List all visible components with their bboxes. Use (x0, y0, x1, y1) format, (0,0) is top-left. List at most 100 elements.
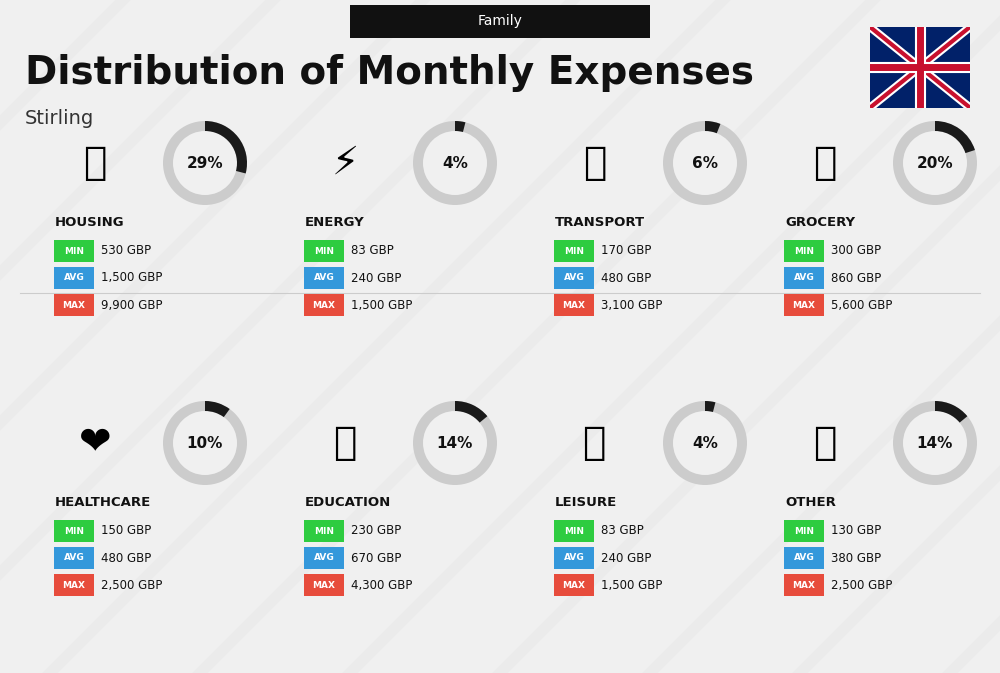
Text: 20%: 20% (917, 155, 953, 170)
FancyBboxPatch shape (54, 267, 94, 289)
Wedge shape (163, 121, 247, 205)
Text: 170 GBP: 170 GBP (601, 244, 651, 258)
FancyBboxPatch shape (784, 520, 824, 542)
Wedge shape (893, 401, 977, 485)
Circle shape (423, 411, 487, 475)
Wedge shape (205, 121, 247, 174)
Circle shape (903, 131, 967, 195)
Text: AVG: AVG (794, 553, 814, 563)
Text: 1,500 GBP: 1,500 GBP (101, 271, 162, 285)
FancyBboxPatch shape (554, 547, 594, 569)
FancyBboxPatch shape (784, 240, 824, 262)
Text: 🛒: 🛒 (813, 144, 837, 182)
Circle shape (903, 411, 967, 475)
Wedge shape (663, 401, 747, 485)
Text: TRANSPORT: TRANSPORT (555, 217, 645, 229)
Text: AVG: AVG (314, 273, 334, 283)
Text: EDUCATION: EDUCATION (305, 497, 391, 509)
Text: MIN: MIN (564, 526, 584, 536)
Text: 4,300 GBP: 4,300 GBP (351, 579, 412, 592)
Wedge shape (935, 121, 975, 153)
Text: 🎓: 🎓 (333, 424, 357, 462)
Text: 530 GBP: 530 GBP (101, 244, 151, 258)
Text: 380 GBP: 380 GBP (831, 551, 881, 565)
Text: Family: Family (478, 15, 522, 28)
Text: MAX: MAX (62, 301, 86, 310)
Text: 480 GBP: 480 GBP (601, 271, 651, 285)
FancyBboxPatch shape (304, 267, 344, 289)
Text: ⚡: ⚡ (331, 144, 359, 182)
FancyBboxPatch shape (784, 267, 824, 289)
Text: 14%: 14% (917, 435, 953, 450)
Text: 💰: 💰 (813, 424, 837, 462)
FancyBboxPatch shape (304, 294, 344, 316)
Text: 🏢: 🏢 (83, 144, 107, 182)
Text: MAX: MAX (562, 581, 586, 590)
Text: MIN: MIN (64, 246, 84, 256)
Text: 480 GBP: 480 GBP (101, 551, 151, 565)
Text: 83 GBP: 83 GBP (351, 244, 394, 258)
Text: AVG: AVG (64, 273, 84, 283)
Text: 300 GBP: 300 GBP (831, 244, 881, 258)
Text: MIN: MIN (564, 246, 584, 256)
Text: 83 GBP: 83 GBP (601, 524, 644, 538)
Text: 150 GBP: 150 GBP (101, 524, 151, 538)
FancyBboxPatch shape (304, 547, 344, 569)
FancyBboxPatch shape (784, 574, 824, 596)
Wedge shape (413, 121, 497, 205)
Wedge shape (935, 401, 967, 423)
Text: 29%: 29% (187, 155, 223, 170)
Text: AVG: AVG (564, 553, 584, 563)
Wedge shape (455, 121, 465, 132)
Text: MIN: MIN (314, 526, 334, 536)
Text: 🛍️: 🛍️ (583, 424, 607, 462)
Text: 14%: 14% (437, 435, 473, 450)
Circle shape (173, 411, 237, 475)
Text: OTHER: OTHER (785, 497, 836, 509)
Circle shape (673, 131, 737, 195)
Text: 1,500 GBP: 1,500 GBP (601, 579, 662, 592)
Text: 5,600 GBP: 5,600 GBP (831, 299, 892, 312)
Text: 230 GBP: 230 GBP (351, 524, 401, 538)
Text: MIN: MIN (794, 526, 814, 536)
Wedge shape (413, 401, 497, 485)
Text: 2,500 GBP: 2,500 GBP (101, 579, 162, 592)
Text: Stirling: Stirling (25, 108, 94, 127)
Text: MAX: MAX (312, 301, 336, 310)
Text: 2,500 GBP: 2,500 GBP (831, 579, 892, 592)
Text: 670 GBP: 670 GBP (351, 551, 401, 565)
Wedge shape (663, 121, 747, 205)
Text: Distribution of Monthly Expenses: Distribution of Monthly Expenses (25, 54, 754, 92)
FancyBboxPatch shape (554, 294, 594, 316)
Text: 240 GBP: 240 GBP (601, 551, 651, 565)
Text: 4%: 4% (692, 435, 718, 450)
Wedge shape (705, 121, 720, 133)
Text: MIN: MIN (794, 246, 814, 256)
Text: MIN: MIN (314, 246, 334, 256)
Text: 9,900 GBP: 9,900 GBP (101, 299, 162, 312)
FancyBboxPatch shape (54, 294, 94, 316)
FancyBboxPatch shape (350, 5, 650, 38)
Text: 10%: 10% (187, 435, 223, 450)
FancyBboxPatch shape (554, 240, 594, 262)
Text: LEISURE: LEISURE (555, 497, 617, 509)
Text: MAX: MAX (312, 581, 336, 590)
Circle shape (173, 131, 237, 195)
Circle shape (423, 131, 487, 195)
Text: AVG: AVG (64, 553, 84, 563)
FancyBboxPatch shape (870, 27, 970, 108)
Wedge shape (205, 401, 230, 417)
Text: 🚌: 🚌 (583, 144, 607, 182)
FancyBboxPatch shape (54, 574, 94, 596)
Text: 3,100 GBP: 3,100 GBP (601, 299, 662, 312)
Text: MAX: MAX (562, 301, 586, 310)
Text: MIN: MIN (64, 526, 84, 536)
Text: MAX: MAX (62, 581, 86, 590)
Text: GROCERY: GROCERY (785, 217, 855, 229)
Text: AVG: AVG (314, 553, 334, 563)
Text: ENERGY: ENERGY (305, 217, 365, 229)
Text: 4%: 4% (442, 155, 468, 170)
FancyBboxPatch shape (554, 574, 594, 596)
Text: ❤️: ❤️ (79, 424, 111, 462)
Text: AVG: AVG (564, 273, 584, 283)
